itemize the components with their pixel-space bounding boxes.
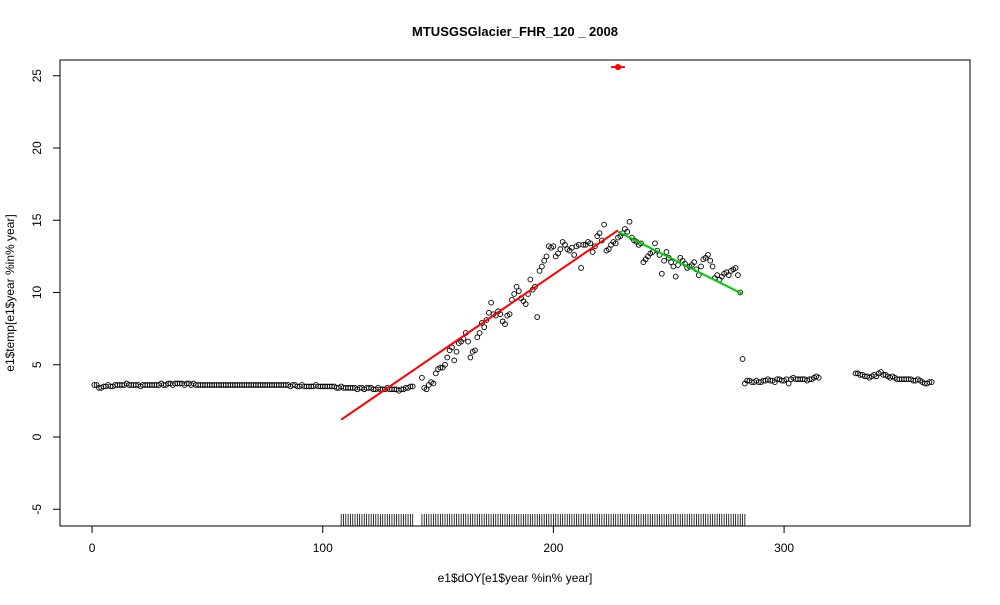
data-point <box>541 257 548 264</box>
data-point <box>709 263 716 270</box>
x-tick-label: 100 <box>313 541 333 555</box>
data-point <box>444 354 451 361</box>
data-point <box>571 252 578 258</box>
data-point <box>430 380 437 387</box>
y-tick-label: 15 <box>30 213 44 227</box>
data-point <box>472 347 478 354</box>
data-point <box>601 221 608 228</box>
data-point <box>592 243 598 250</box>
data-point <box>926 379 933 385</box>
data-point <box>698 263 704 270</box>
data-point <box>543 253 550 260</box>
x-tick-label: 200 <box>543 541 563 555</box>
data-point <box>91 382 98 388</box>
data-point <box>534 314 541 320</box>
data-point <box>815 374 822 381</box>
data-point <box>437 364 444 371</box>
data-point <box>624 228 631 235</box>
fit-line <box>340 229 619 421</box>
fit-line <box>617 230 744 295</box>
data-point <box>580 241 587 248</box>
data-point <box>626 218 633 225</box>
y-tick-label: 20 <box>30 141 44 155</box>
y-tick-label: -5 <box>30 504 44 515</box>
data-point <box>785 380 792 387</box>
data-point <box>672 273 679 280</box>
data-point <box>483 317 490 323</box>
data-point <box>587 240 594 247</box>
data-point <box>502 321 508 328</box>
data-point <box>612 240 619 247</box>
data-point <box>442 361 448 368</box>
y-axis-label: e1$temp[e1$year %in% year] <box>3 214 17 371</box>
x-axis-label: e1$dOY[e1$year %in% year] <box>438 571 593 585</box>
data-point <box>511 291 518 297</box>
data-point <box>409 383 416 390</box>
data-point <box>539 263 545 270</box>
data-point <box>432 370 439 377</box>
data-point <box>557 246 564 252</box>
chart-title: MTUSGSGlacier_FHR_120 _ 2008 <box>412 24 618 39</box>
data-point <box>735 272 741 279</box>
y-tick-label: 5 <box>30 361 44 368</box>
data-point <box>589 249 596 255</box>
data-point <box>928 379 935 385</box>
data-point <box>515 288 522 294</box>
data-point <box>562 241 568 248</box>
data-point <box>550 243 557 250</box>
data-point <box>423 386 430 393</box>
marker-point <box>614 63 622 71</box>
data-point <box>451 357 458 364</box>
data-point <box>506 311 513 318</box>
data-point <box>419 374 425 381</box>
y-tick-label: 0 <box>30 433 44 440</box>
data-point <box>725 272 732 279</box>
data-point <box>527 276 534 283</box>
data-point <box>536 267 543 274</box>
data-point <box>488 299 494 306</box>
data-point <box>691 259 697 266</box>
data-point <box>707 257 714 264</box>
y-tick-label: 10 <box>30 286 44 300</box>
x-tick-label: 300 <box>774 541 794 555</box>
data-point <box>476 330 483 336</box>
data-point <box>407 383 414 390</box>
data-point <box>605 246 612 252</box>
data-point <box>481 324 488 331</box>
y-tick-label: 25 <box>30 69 44 83</box>
data-point <box>663 249 670 255</box>
data-point <box>732 265 739 271</box>
data-point <box>596 230 603 237</box>
data-point <box>661 257 667 264</box>
data-point <box>522 301 529 307</box>
data-point <box>668 259 674 266</box>
data-point <box>739 356 746 362</box>
data-point <box>578 265 584 271</box>
data-point <box>638 240 644 247</box>
data-point <box>453 348 460 355</box>
data-point <box>658 270 665 277</box>
data-point <box>467 354 474 361</box>
data-point <box>705 252 711 258</box>
data-point <box>513 283 520 290</box>
data-point <box>465 338 471 345</box>
x-tick-label: 0 <box>89 541 96 555</box>
data-point <box>652 240 658 247</box>
data-point <box>555 250 561 257</box>
data-point <box>474 334 481 341</box>
